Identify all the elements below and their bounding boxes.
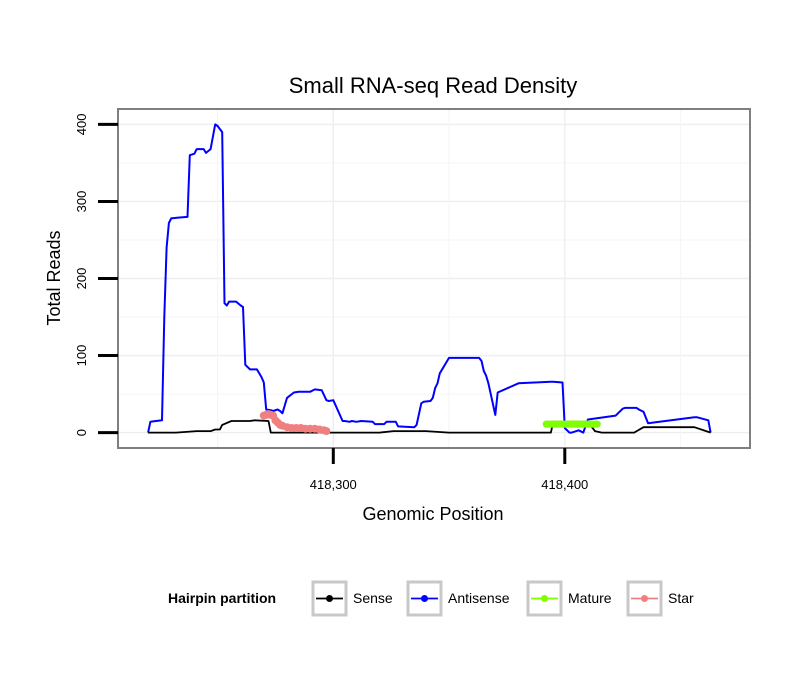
legend: Hairpin partition Sense Antisense Mature St… <box>168 580 694 617</box>
data-point-mature <box>593 420 601 428</box>
y-tick-label: 0 <box>74 429 89 436</box>
legend-point-mature <box>541 595 548 602</box>
legend-label-sense: Sense <box>353 590 393 606</box>
y-axis-title: Total Reads <box>44 230 64 325</box>
y-axis: 0 100 200 300 400 <box>74 114 118 436</box>
y-tick-label: 100 <box>74 345 89 367</box>
legend-label-mature: Mature <box>568 590 612 606</box>
x-tick-label: 418,400 <box>541 477 588 492</box>
legend-label-antisense: Antisense <box>448 590 510 606</box>
legend-title: Hairpin partition <box>168 590 276 606</box>
data-point-star <box>322 427 331 436</box>
y-tick-label: 400 <box>74 114 89 136</box>
legend-label-star: Star <box>668 590 694 606</box>
legend-point-sense <box>326 595 333 602</box>
x-axis: 418,300 418,400 <box>310 448 588 492</box>
x-tick-label: 418,300 <box>310 477 357 492</box>
legend-point-star <box>641 595 648 602</box>
x-axis-title: Genomic Position <box>362 504 503 524</box>
series-line-antisense <box>147 123 712 434</box>
series-layer <box>147 123 712 436</box>
chart-title: Small RNA-seq Read Density <box>289 73 578 98</box>
y-tick-label: 300 <box>74 191 89 213</box>
legend-point-antisense <box>421 595 428 602</box>
y-tick-label: 200 <box>74 268 89 290</box>
plot-panel <box>117 108 751 449</box>
